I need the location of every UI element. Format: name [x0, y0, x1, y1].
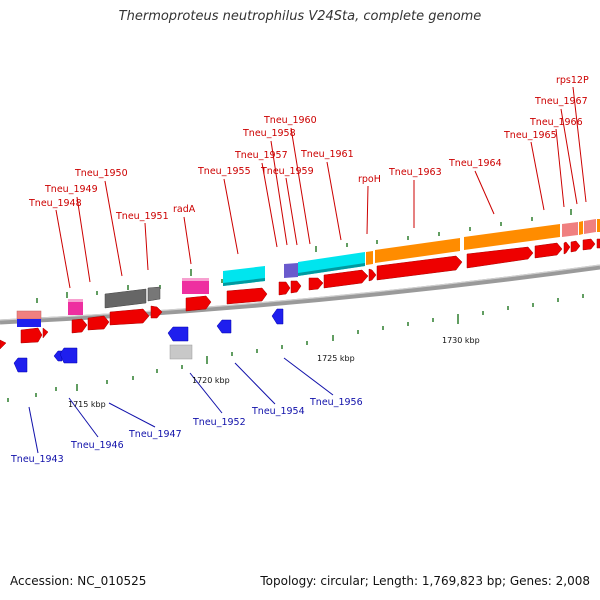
gene-label-tneu-1947: Tneu_1947	[128, 429, 182, 440]
cds-arrow	[71, 318, 88, 334]
cds-arrow	[570, 240, 581, 253]
cds-arrow	[290, 280, 302, 294]
cds-arrow	[109, 308, 150, 326]
top-label-connectors	[55, 86, 587, 289]
gene-label-tneu-1957: Tneu_1957	[234, 150, 288, 161]
kbp-label: 1730 kbp	[442, 336, 480, 345]
cds-arrow	[376, 255, 463, 281]
cds-arrow	[226, 287, 268, 305]
bottom-label-connectors	[28, 357, 334, 454]
cds-arrow	[563, 241, 571, 255]
gene-label-tneu-1960: Tneu_1960	[263, 115, 317, 126]
feature-magenta	[182, 280, 209, 294]
feature-orange	[579, 221, 583, 235]
feature-pink	[562, 222, 578, 237]
kbp-label: 1720 kbp	[192, 376, 230, 385]
map-title: Thermoproteus neutrophilus V24Sta, compl…	[118, 9, 482, 24]
cds-arrow	[185, 295, 212, 312]
feature-gray-end	[147, 286, 161, 302]
kbp-label: 1725 kbp	[317, 354, 355, 363]
gene-label-tneu-1952: Tneu_1952	[192, 417, 246, 428]
cds-arrow	[150, 305, 163, 319]
gene-label-tneu-1943: Tneu_1943	[10, 454, 64, 465]
kbp-scale-labels: 1715 kbp 1720 kbp 1725 kbp 1730 kbp	[68, 336, 480, 409]
gene-label-rpoh: rpoH	[358, 174, 381, 185]
cds-arrow	[20, 327, 43, 344]
cds-arrow-reverse	[216, 319, 232, 334]
accession-text: Accession: NC_010525	[10, 574, 147, 588]
gene-label-tneu-1964: Tneu_1964	[448, 158, 502, 169]
forward-feature-track	[16, 219, 600, 327]
feature-lightgray	[169, 344, 193, 360]
gene-label-rada: radA	[173, 204, 196, 215]
forward-cds-track	[0, 238, 600, 350]
cds-arrow	[278, 281, 291, 296]
feature-orange	[375, 238, 460, 263]
genome-backbone	[0, 264, 600, 325]
gene-label-tneu-1966: Tneu_1966	[529, 117, 583, 128]
cds-arrow	[534, 242, 563, 259]
cds-arrow-reverse	[59, 347, 78, 364]
gene-label-tneu-1961: Tneu_1961	[300, 149, 354, 160]
cds-arrow-reverse	[167, 326, 189, 342]
feature-pink	[584, 219, 596, 234]
cds-arrow	[368, 268, 377, 282]
gene-label-tneu-1963: Tneu_1963	[388, 167, 442, 178]
inner-ticks	[7, 294, 584, 402]
gene-label-tneu-1956: Tneu_1956	[309, 397, 363, 408]
gene-label-tneu-1946: Tneu_1946	[70, 440, 124, 451]
cds-arrow	[42, 327, 49, 339]
gene-label-tneu-1959: Tneu_1959	[260, 166, 314, 177]
feature-blue	[17, 319, 41, 327]
topology-text: Topology: circular; Length: 1,769,823 bp…	[260, 574, 590, 588]
kbp-label: 1715 kbp	[68, 400, 106, 409]
gene-label-tneu-1958: Tneu_1958	[242, 128, 296, 139]
cds-arrow-reverse	[271, 308, 284, 325]
gene-label-tneu-1954: Tneu_1954	[251, 406, 305, 417]
feature-pink	[16, 310, 42, 320]
feature-cyan-dark	[223, 278, 265, 286]
cds-arrow	[323, 269, 369, 289]
gene-label-tneu-1965: Tneu_1965	[503, 130, 557, 141]
genome-backbone-highlight	[0, 264, 600, 321]
feature-purple	[284, 263, 298, 278]
cds-arrow	[596, 238, 600, 249]
feature-magenta-light	[68, 299, 83, 302]
cds-arrow	[308, 277, 324, 291]
feature-orange	[366, 251, 373, 265]
gene-label-tneu-1948: Tneu_1948	[28, 198, 82, 209]
feature-orange	[597, 219, 600, 232]
feature-magenta	[68, 301, 83, 315]
top-gene-labels: Tneu_1948 Tneu_1949 Tneu_1950 Tneu_1951 …	[28, 75, 589, 222]
feature-cyan-dark	[298, 263, 365, 276]
feature-gray	[104, 288, 147, 309]
gene-label-tneu-1950: Tneu_1950	[74, 168, 128, 179]
feature-cyan	[298, 252, 365, 276]
gene-label-rps12p: rps12P	[556, 75, 589, 86]
bottom-gene-labels: Tneu_1943 Tneu_1946 Tneu_1947 Tneu_1952 …	[10, 397, 363, 465]
cds-arrow-reverse	[13, 357, 28, 373]
cds-arrow	[87, 315, 110, 331]
gene-label-tneu-1949: Tneu_1949	[44, 184, 98, 195]
feature-orange	[464, 224, 560, 250]
reverse-feature-track	[13, 308, 284, 373]
cds-arrow	[0, 339, 7, 350]
feature-magenta-light	[182, 278, 209, 281]
cds-arrow	[466, 246, 534, 269]
gene-label-tneu-1967: Tneu_1967	[534, 96, 588, 107]
cds-arrow	[582, 238, 596, 251]
gene-label-tneu-1951: Tneu_1951	[115, 211, 169, 222]
gene-label-tneu-1955: Tneu_1955	[197, 166, 251, 177]
